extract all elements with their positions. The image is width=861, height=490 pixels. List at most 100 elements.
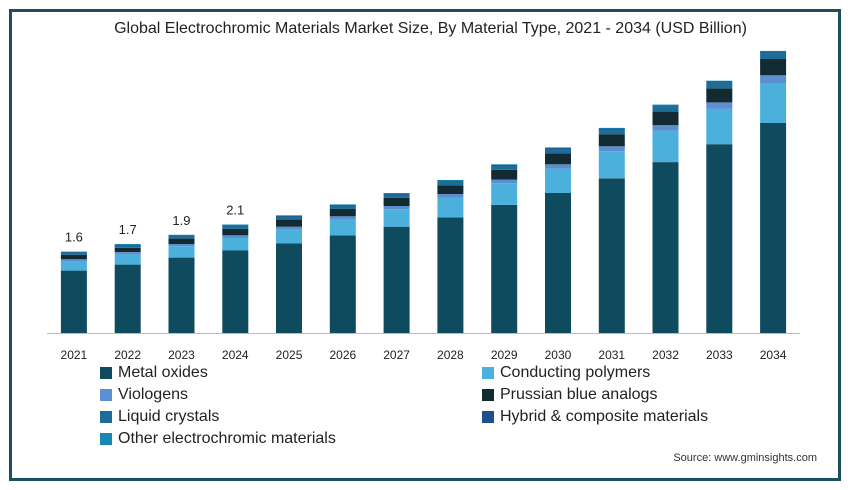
bar-segment-2021-hybrid-composite-materials xyxy=(60,252,87,253)
source-note: Source: www.gminsights.com xyxy=(673,452,817,464)
bar-segment-2025-hybrid-composite-materials xyxy=(276,215,302,217)
bar-segment-2023-liquid-crystals xyxy=(168,235,195,239)
bar-segment-2027-liquid-crystals xyxy=(383,194,410,198)
bar-segment-2028-viologens xyxy=(437,194,464,198)
bar-segment-2021-viologens xyxy=(60,259,87,262)
x-tick-label: 2031 xyxy=(598,348,625,362)
bar-segment-2030-other-electrochromic-materials xyxy=(545,147,571,149)
bar-segment-2028-prussian-blue-analogs xyxy=(437,185,464,195)
bar-segment-2031-other-electrochromic-materials xyxy=(598,127,625,129)
bar-segment-2027-conducting-polymers xyxy=(383,209,410,227)
legend-item: Liquid crystals xyxy=(100,408,219,426)
data-label-total: 2.1 xyxy=(226,203,244,218)
bar-segment-2025-conducting-polymers xyxy=(276,229,302,244)
x-tick-label: 2026 xyxy=(329,348,356,362)
bar-segment-2033-other-electrochromic-materials xyxy=(706,80,733,82)
bar-segment-2026-viologens xyxy=(329,216,356,220)
data-label-total: 1.7 xyxy=(119,222,137,237)
bar-segment-2032-metal-oxides xyxy=(652,162,679,333)
bar-segment-2027-metal-oxides xyxy=(383,226,410,333)
bar-segment-2026-prussian-blue-analogs xyxy=(329,208,356,217)
bar-segment-2025-metal-oxides xyxy=(276,243,302,333)
bar-segment-2023-prussian-blue-analogs xyxy=(168,238,195,244)
legend-label: Prussian blue analogs xyxy=(500,386,658,403)
bar-segment-2033-liquid-crystals xyxy=(706,81,733,89)
legend-item: Conducting polymers xyxy=(482,364,650,382)
bar-segment-2030-conducting-polymers xyxy=(545,168,571,193)
bar-segment-2029-conducting-polymers xyxy=(491,183,518,205)
bar-segment-2032-conducting-polymers xyxy=(652,130,679,163)
bar-segment-2027-hybrid-composite-materials xyxy=(383,193,410,195)
x-tick-label: 2030 xyxy=(545,348,572,362)
bar-segment-2031-metal-oxides xyxy=(598,178,625,333)
legend-item: Prussian blue analogs xyxy=(482,386,657,404)
x-tick-label: 2032 xyxy=(652,348,679,362)
bar-segment-2028-conducting-polymers xyxy=(437,197,464,218)
bar-segment-2028-other-electrochromic-materials xyxy=(437,180,464,181)
legend-label: Liquid crystals xyxy=(118,408,220,425)
bar-segment-2032-hybrid-composite-materials xyxy=(652,105,679,106)
x-tick-label: 2034 xyxy=(760,348,787,362)
bar-segment-2030-hybrid-composite-materials xyxy=(545,148,571,149)
legend-swatch xyxy=(100,411,112,423)
legend-swatch xyxy=(100,433,112,445)
bar-segment-2031-viologens xyxy=(598,146,625,152)
bar-segment-2030-prussian-blue-analogs xyxy=(545,153,571,165)
x-tick-label: 2023 xyxy=(168,348,195,362)
bar-segment-2034-hybrid-composite-materials xyxy=(760,51,787,53)
bar-segment-2029-viologens xyxy=(491,179,518,184)
bar-segment-2031-prussian-blue-analogs xyxy=(598,134,625,147)
bar-segment-2021-metal-oxides xyxy=(60,270,87,333)
bar-segment-2032-viologens xyxy=(652,125,679,131)
bar-segment-2024-metal-oxides xyxy=(222,250,249,333)
bar-segment-2024-prussian-blue-analogs xyxy=(222,228,249,236)
bar-segment-2030-metal-oxides xyxy=(545,193,571,333)
bar-segment-2030-liquid-crystals xyxy=(545,148,571,154)
legend-label: Other electrochromic materials xyxy=(118,430,336,447)
x-tick-label: 2022 xyxy=(114,348,141,362)
bar-segment-2022-metal-oxides xyxy=(114,264,141,333)
bar-segment-2027-viologens xyxy=(383,206,410,210)
x-tick-label: 2029 xyxy=(491,348,518,362)
bar-segment-2027-other-electrochromic-materials xyxy=(383,193,410,194)
bar-segment-2033-conducting-polymers xyxy=(706,108,733,145)
bar-segment-2021-prussian-blue-analogs xyxy=(60,254,87,260)
bar-segment-2021-conducting-polymers xyxy=(60,261,87,271)
bar-segment-2025-other-electrochromic-materials xyxy=(276,215,302,217)
bar-segment-2025-liquid-crystals xyxy=(276,216,302,220)
bar-segment-2026-metal-oxides xyxy=(329,235,356,333)
bar-segment-2026-liquid-crystals xyxy=(329,205,356,209)
bar-segment-2032-liquid-crystals xyxy=(652,105,679,112)
bar-segment-2024-conducting-polymers xyxy=(222,238,249,251)
legend-swatch xyxy=(482,389,494,401)
bar-segment-2033-prussian-blue-analogs xyxy=(706,88,733,103)
legend-label: Viologens xyxy=(118,386,188,403)
bar-segment-2022-hybrid-composite-materials xyxy=(114,244,141,246)
bar-segment-2023-metal-oxides xyxy=(168,257,195,333)
chart-title: Global Electrochromic Materials Market S… xyxy=(114,20,747,37)
bar-segment-2023-conducting-polymers xyxy=(168,246,195,258)
bar-segment-2023-hybrid-composite-materials xyxy=(168,235,195,237)
legend-item: Other electrochromic materials xyxy=(100,430,336,448)
bar-segment-2021-liquid-crystals xyxy=(60,252,87,255)
bar-segment-2027-prussian-blue-analogs xyxy=(383,197,410,206)
bar-segment-2034-other-electrochromic-materials xyxy=(760,50,787,52)
bar-segment-2032-other-electrochromic-materials xyxy=(652,104,679,106)
legend-label: Conducting polymers xyxy=(500,364,651,381)
bar-segment-2024-hybrid-composite-materials xyxy=(222,225,249,226)
bar-segment-2022-viologens xyxy=(114,252,141,255)
bar-segment-2028-hybrid-composite-materials xyxy=(437,180,464,182)
legend-label: Hybrid & composite materials xyxy=(500,408,709,425)
bar-segment-2034-conducting-polymers xyxy=(760,83,787,123)
bar-segment-2023-other-electrochromic-materials xyxy=(168,234,195,236)
x-tick-label: 2021 xyxy=(61,348,88,362)
bar-segment-2022-prussian-blue-analogs xyxy=(114,247,141,253)
bar-segment-2029-metal-oxides xyxy=(491,204,518,333)
bar-segment-2026-hybrid-composite-materials xyxy=(329,204,356,206)
bar-segment-2022-conducting-polymers xyxy=(114,254,141,265)
legend-swatch xyxy=(100,367,112,379)
x-tick-label: 2027 xyxy=(383,348,410,362)
bar-segment-2031-liquid-crystals xyxy=(598,129,625,135)
legend-swatch xyxy=(482,367,494,379)
